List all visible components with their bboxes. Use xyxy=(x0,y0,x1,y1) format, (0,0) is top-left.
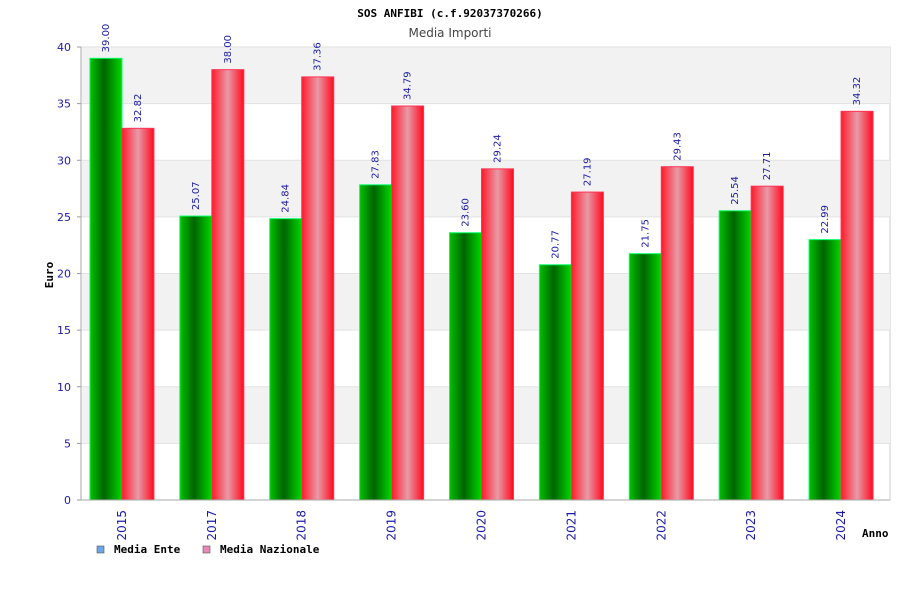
data-label: 38.00 xyxy=(223,35,234,64)
bar-media-ente-2020 xyxy=(449,232,482,501)
y-tick-label: 5 xyxy=(64,437,71,450)
data-label: 27.83 xyxy=(371,150,382,179)
data-label: 29.24 xyxy=(493,134,504,163)
bar-media-ente-2017 xyxy=(179,215,213,501)
bar-media-nazionale-2017 xyxy=(211,69,245,501)
x-tick-label: 2018 xyxy=(295,510,309,541)
data-label: 27.71 xyxy=(762,152,773,181)
x-tick-label: 2020 xyxy=(475,510,489,541)
y-tick-label: 20 xyxy=(57,268,71,281)
bar-media-ente-2015 xyxy=(89,57,123,501)
data-label: 29.43 xyxy=(672,132,683,161)
bar-media-nazionale-2022 xyxy=(660,166,694,501)
x-tick-label: 2015 xyxy=(115,510,129,541)
data-label: 37.36 xyxy=(313,42,324,71)
chart-title: SOS ANFIBI (c.f.92037370266) xyxy=(357,7,542,20)
data-label: 22.99 xyxy=(820,205,831,234)
y-tick-label: 35 xyxy=(57,98,71,111)
y-tick-label: 40 xyxy=(57,41,71,54)
data-labels-layer: 39.00 32.82 25.07 38.00 24.84 37.36 27.83 34.79… xyxy=(101,24,863,259)
data-label: 27.19 xyxy=(582,157,593,186)
bar-media-nazionale-2024 xyxy=(840,110,874,501)
legend-label: Media Nazionale xyxy=(220,543,320,556)
data-label: 34.79 xyxy=(403,71,414,100)
y-tick-label: 10 xyxy=(57,381,71,394)
bar-media-ente-2019 xyxy=(359,184,393,501)
x-tick-label: 2023 xyxy=(744,510,758,541)
bar-media-ente-2018 xyxy=(269,218,303,501)
bar-media-nazionale-2020 xyxy=(481,168,514,501)
bar-media-nazionale-2019 xyxy=(391,105,425,501)
y-tick-label: 0 xyxy=(64,494,71,507)
legend: Media Ente Media Nazionale xyxy=(96,543,320,556)
data-label: 39.00 xyxy=(101,24,112,53)
bar-media-ente-2024 xyxy=(808,239,842,501)
data-label: 23.60 xyxy=(461,198,472,227)
bar-media-ente-2022 xyxy=(628,253,662,501)
data-label: 21.75 xyxy=(640,219,651,248)
legend-swatch xyxy=(96,545,105,554)
bar-media-ente-2021 xyxy=(538,264,572,501)
data-label: 32.82 xyxy=(133,94,144,123)
chart-subtitle: Media Importi xyxy=(408,26,491,40)
data-label: 20.77 xyxy=(550,230,561,259)
grid-band xyxy=(82,47,890,104)
x-tick-label: 2019 xyxy=(385,510,399,541)
data-label: 25.07 xyxy=(191,181,202,210)
y-tick-label: 30 xyxy=(57,154,71,167)
y-axis-label: Euro xyxy=(43,261,56,288)
data-label: 34.32 xyxy=(852,77,863,106)
y-tick-label: 15 xyxy=(57,324,71,337)
bar-media-nazionale-2023 xyxy=(750,185,784,501)
x-tick-label: 2017 xyxy=(205,510,219,541)
data-label: 24.84 xyxy=(281,184,292,213)
axis-layer: 0 5 10 15 20 25 30 35 40 2015 2017 2018 2019 2020 2021… xyxy=(57,41,890,541)
x-tick-label: 2024 xyxy=(834,510,848,541)
bars-layer xyxy=(89,57,874,501)
x-axis-label: Anno xyxy=(862,527,889,540)
bar-media-nazionale-2015 xyxy=(121,127,155,501)
bar-media-nazionale-2021 xyxy=(570,191,604,501)
legend-swatch xyxy=(202,545,211,554)
legend-label: Media Ente xyxy=(114,543,181,556)
data-label: 25.54 xyxy=(730,176,741,205)
y-tick-label: 25 xyxy=(57,211,71,224)
bar-media-ente-2023 xyxy=(718,210,752,501)
bar-media-nazionale-2018 xyxy=(301,76,335,501)
x-tick-label: 2021 xyxy=(564,510,578,541)
x-tick-label: 2022 xyxy=(654,510,668,541)
